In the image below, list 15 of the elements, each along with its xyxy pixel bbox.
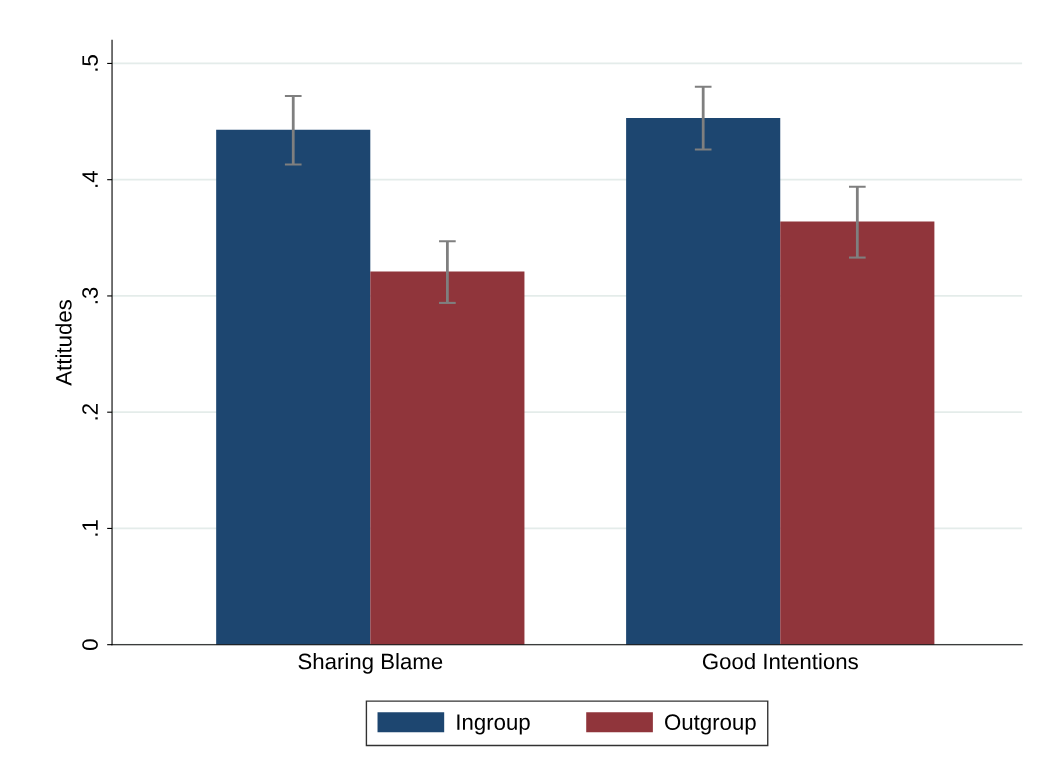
legend-label: Outgroup xyxy=(665,714,756,735)
y-tick-label: .2 xyxy=(82,404,98,420)
y-tick-label: .1 xyxy=(82,520,98,536)
bar xyxy=(626,118,781,645)
legend-label: Ingroup xyxy=(457,714,530,735)
y-tick-label: 0 xyxy=(82,639,98,650)
bar xyxy=(216,129,371,645)
x-tick-label: Sharing Blame xyxy=(298,653,443,674)
bar xyxy=(780,221,935,645)
y-tick-label: .5 xyxy=(82,55,98,71)
y-tick-label: .3 xyxy=(82,287,98,304)
bar xyxy=(370,271,525,645)
y-axis-title: Attitudes xyxy=(55,300,72,386)
y-tick-label: .4 xyxy=(82,171,98,187)
x-tick-label: Good Intentions xyxy=(702,653,858,670)
